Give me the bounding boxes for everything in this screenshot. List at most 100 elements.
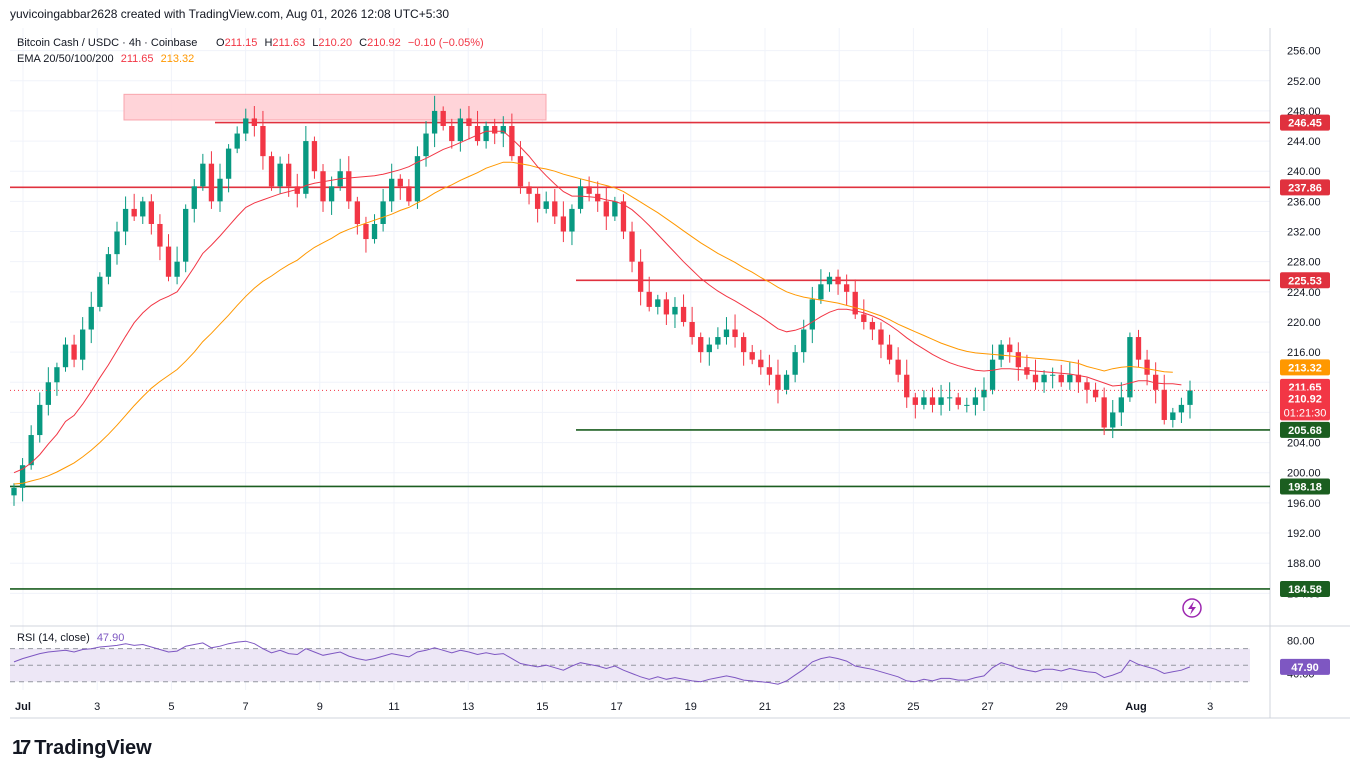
- candle-body: [457, 118, 464, 142]
- candle-body: [895, 359, 901, 375]
- candles-layer: [10, 95, 1270, 506]
- ema-label: EMA 20/50/100/200: [17, 53, 114, 65]
- l-label: L: [312, 37, 318, 49]
- candle-body: [663, 299, 670, 315]
- ema-legend: EMA 20/50/100/200 211.65 213.32: [17, 53, 194, 65]
- candle-body: [105, 254, 112, 277]
- level-tag-bg: [1280, 114, 1330, 131]
- candle-body: [1118, 397, 1124, 413]
- candle-body: [534, 193, 541, 209]
- candle-body: [801, 329, 807, 353]
- candle-body: [174, 261, 180, 277]
- candle-body: [208, 163, 215, 202]
- candle-body: [560, 216, 567, 232]
- candle-body: [346, 171, 352, 202]
- candle-body: [1135, 337, 1142, 360]
- candle-body: [45, 382, 51, 405]
- chart-header: yuvicoingabbar2628 created with TradingV…: [10, 7, 450, 21]
- time-tick-label: Jul: [15, 701, 31, 713]
- flash-icon[interactable]: [1182, 598, 1202, 618]
- candle-body: [878, 329, 884, 345]
- candle-body: [492, 125, 498, 134]
- candle-body: [1101, 397, 1107, 428]
- price-tick-label: 200.00: [1287, 468, 1321, 480]
- candle-body: [483, 125, 489, 142]
- candle-body: [723, 329, 730, 338]
- candle-body: [886, 344, 893, 360]
- candle-body: [577, 186, 584, 209]
- candle-body: [328, 186, 335, 202]
- level-tag-bg: [1280, 272, 1330, 289]
- candle-body: [732, 329, 738, 338]
- h-label: H: [264, 37, 272, 49]
- candle-body: [938, 397, 944, 405]
- tradingview-logo[interactable]: 17 TradingView: [12, 737, 152, 760]
- price-tick-label: 224.00: [1287, 287, 1321, 299]
- candle-body: [354, 201, 361, 224]
- open-value: 211.15: [225, 37, 258, 49]
- candle-body: [165, 246, 172, 277]
- candle-body: [552, 201, 558, 217]
- time-tick-label: 29: [1056, 701, 1068, 713]
- axis-labels: 256.00252.00248.00244.00240.00236.00232.…: [15, 46, 1321, 713]
- price-chart[interactable]: 256.00252.00248.00244.00240.00236.00232.…: [0, 0, 1355, 730]
- candle-body: [1153, 374, 1159, 390]
- price-tick-label: 192.00: [1287, 528, 1321, 540]
- time-tick-label: 17: [610, 701, 622, 713]
- candle-body: [698, 337, 704, 353]
- candle-body: [286, 163, 292, 187]
- ema50-tag: 213.32: [1288, 362, 1322, 374]
- level-tag: 205.68: [1288, 425, 1322, 437]
- candle-body: [131, 208, 137, 217]
- rsi-band: [10, 648, 1250, 682]
- rsi-tag-bg: [1280, 658, 1330, 675]
- candle-body: [972, 397, 979, 405]
- candle-body: [380, 201, 386, 224]
- candle-body: [569, 208, 575, 232]
- candle-body: [740, 337, 747, 353]
- ema-layer: [13, 130, 1182, 485]
- c-label: C: [359, 37, 367, 49]
- supply-zone: [123, 93, 547, 121]
- time-tick-label: 19: [685, 701, 697, 713]
- candle-body: [1058, 374, 1064, 383]
- candle-body: [1067, 374, 1073, 383]
- last-price-tag-bg: [1280, 390, 1330, 421]
- candle-body: [1084, 382, 1090, 390]
- change-value: −0.10 (−0.05%): [408, 37, 484, 49]
- price-tick-label: 188.00: [1287, 558, 1321, 570]
- candle-body: [904, 374, 910, 398]
- candle-body: [843, 284, 850, 292]
- candle-body: [363, 223, 369, 240]
- candle-body: [268, 156, 275, 187]
- candle-body: [1007, 344, 1013, 353]
- candle-body: [809, 299, 815, 330]
- price-tick-label: 204.00: [1287, 438, 1321, 450]
- candle-body: [1049, 374, 1056, 376]
- candle-body: [852, 291, 858, 315]
- candle-body: [637, 261, 644, 292]
- candle-body: [981, 389, 987, 398]
- candle-body: [1178, 404, 1185, 413]
- candle-body: [826, 276, 833, 285]
- candle-body: [946, 397, 953, 399]
- candle-body: [629, 231, 635, 262]
- price-tick-label: 244.00: [1287, 136, 1321, 148]
- candle-body: [955, 397, 961, 405]
- price-tick-label: 196.00: [1287, 498, 1321, 510]
- candle-body: [861, 314, 867, 322]
- candle-body: [294, 186, 300, 194]
- candle-body: [775, 374, 781, 390]
- candle-body: [1024, 367, 1030, 375]
- candle-body: [612, 201, 618, 217]
- candle-body: [1187, 390, 1193, 405]
- candle-body: [869, 321, 876, 330]
- candle-body: [423, 133, 429, 157]
- candle-body: [655, 299, 661, 307]
- candle-body: [320, 171, 326, 202]
- level-tag: 225.53: [1288, 275, 1322, 287]
- rsi-label: RSI (14, close): [17, 632, 90, 644]
- rsi-tick-label: 80.00: [1287, 635, 1315, 647]
- time-tick-label: 15: [536, 701, 548, 713]
- candle-body: [311, 141, 318, 172]
